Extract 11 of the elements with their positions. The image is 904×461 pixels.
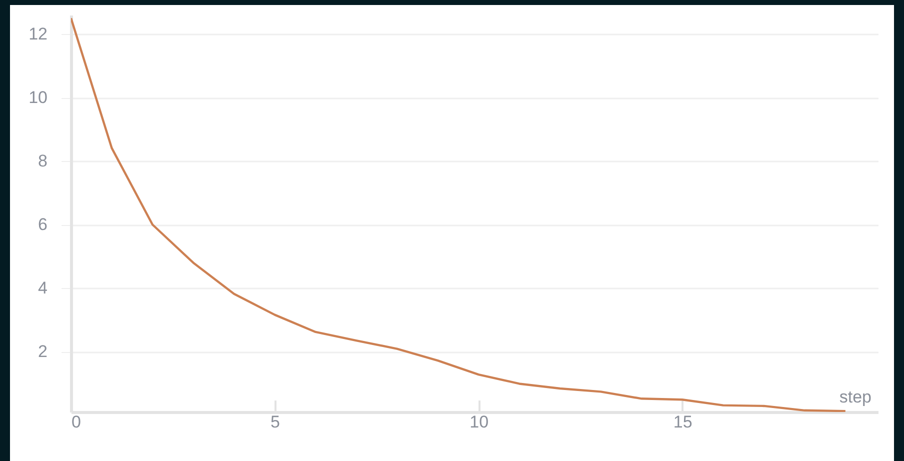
x-tick-label: 0 <box>72 412 81 432</box>
x-tick-label: 10 <box>470 412 489 432</box>
x-tick-label: 5 <box>270 412 280 432</box>
y-tick-label: 10 <box>28 88 48 108</box>
y-tick-label: 6 <box>38 215 48 234</box>
x-axis-title: step <box>839 388 872 406</box>
y-tick-label: 12 <box>28 24 48 44</box>
x-tick-label: 15 <box>673 412 692 432</box>
y-tick-label: 4 <box>38 278 48 298</box>
y-tick-label: 8 <box>38 152 48 171</box>
y-tick-label: 2 <box>38 342 48 362</box>
